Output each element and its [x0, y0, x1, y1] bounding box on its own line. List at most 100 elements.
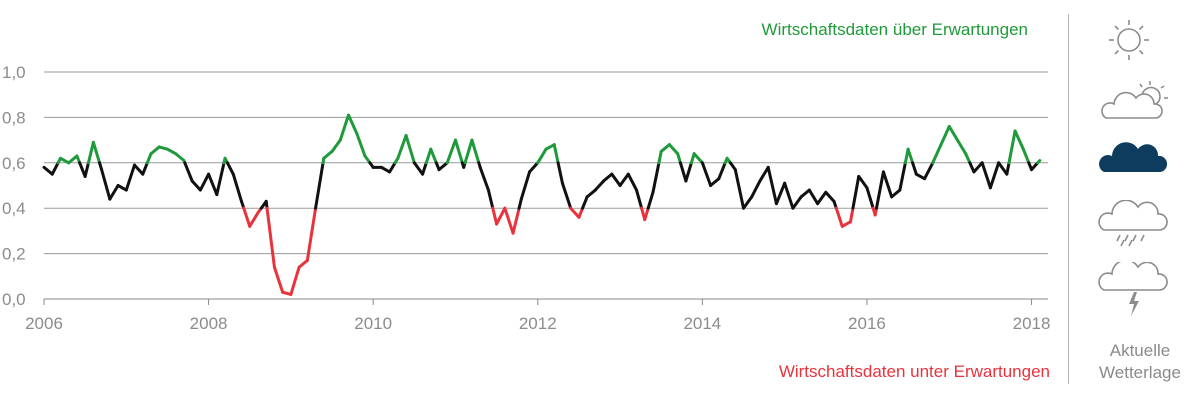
series-segment: [314, 161, 325, 210]
series-segment: [618, 172, 630, 187]
series-segment: [108, 184, 120, 201]
x-tick-label: 2006: [25, 314, 63, 333]
series-segment: [83, 161, 90, 178]
series-segment: [914, 172, 927, 181]
y-tick-label: 0,0: [2, 290, 26, 309]
series-segment: [646, 190, 655, 210]
series-segment: [700, 161, 713, 187]
series-segment: [569, 206, 581, 219]
series-segment: [659, 143, 671, 153]
series-segment: [552, 143, 560, 165]
series-segment: [911, 161, 918, 176]
series-segment: [183, 161, 194, 183]
series-segment: [198, 172, 211, 192]
series-segment: [1013, 129, 1025, 151]
series-segment: [424, 147, 433, 165]
series-segment: [91, 140, 102, 165]
series-segment: [421, 161, 428, 176]
series-segment: [939, 124, 951, 147]
series-segment: [207, 172, 219, 197]
weather-caption-line2: Wetterlage: [1099, 363, 1181, 382]
series-segment: [1005, 161, 1011, 176]
series-segment: [297, 258, 309, 269]
series-segment: [783, 181, 795, 210]
series-segment: [931, 143, 943, 165]
series-segment: [610, 172, 622, 187]
x-tick-label: 2014: [683, 314, 721, 333]
series-segment: [766, 165, 778, 206]
x-tick-label: 2010: [354, 314, 392, 333]
series-segment: [50, 161, 60, 176]
series-segment: [865, 186, 875, 210]
series-segment: [503, 206, 515, 235]
below-expectations-label: Wirtschaftsdaten unter Erwartungen: [778, 362, 1050, 381]
series-segment: [470, 138, 481, 165]
series-segment: [890, 188, 902, 199]
series-segment: [396, 134, 408, 160]
series-segment: [556, 161, 564, 185]
x-tick-label: 2016: [848, 314, 886, 333]
series-segment: [898, 161, 907, 192]
series-segment: [709, 177, 721, 187]
series-segment: [528, 161, 540, 174]
series-segment: [338, 113, 350, 142]
series-segment: [840, 220, 852, 228]
series-segment: [643, 206, 650, 222]
series-segment: [491, 206, 499, 226]
sun-icon: [1109, 20, 1149, 60]
sun-cloud-icon: [1101, 81, 1168, 119]
series-segment: [519, 170, 532, 201]
series-segment: [678, 161, 688, 183]
series-segment: [742, 195, 754, 210]
series-segment: [824, 190, 836, 203]
series-segment: [750, 179, 762, 199]
series-segment: [692, 152, 704, 165]
series-segment: [225, 161, 235, 176]
y-tick-label: 0,6: [2, 154, 26, 173]
series-segment: [684, 161, 693, 183]
series-segment: [242, 206, 252, 228]
series-segment: [881, 170, 894, 199]
series-segment: [265, 206, 276, 269]
y-tick-label: 1,0: [2, 63, 26, 82]
series-segment: [116, 184, 128, 192]
series-segment: [145, 152, 153, 165]
x-tick-label: 2008: [190, 314, 228, 333]
series-segment: [834, 206, 844, 228]
chart-area: 0,00,20,40,60,81,0 2006 2008 2010 2012 2014 2…: [2, 63, 1050, 333]
series-segment: [289, 265, 301, 296]
series-segment: [906, 147, 915, 165]
series-segment: [404, 134, 416, 165]
series-segment: [657, 149, 663, 165]
series-segment: [305, 206, 318, 262]
cloud-icon: [1099, 142, 1168, 172]
y-tick-labels: 0,0 0,2 0,4 0,6 0,8 1,0: [2, 63, 26, 309]
series-segment: [593, 179, 606, 192]
series-segment: [791, 195, 803, 210]
series-segment: [463, 138, 474, 165]
series-segment: [980, 161, 992, 190]
rain-cloud-icon: [1098, 200, 1168, 247]
series-segment: [816, 190, 828, 206]
series-segment: [626, 172, 639, 192]
series-segment: [141, 161, 149, 176]
weather-caption: Aktuelle Wetterlage: [1080, 340, 1200, 384]
series-segment: [968, 161, 976, 174]
series-segment: [964, 152, 972, 165]
x-tick-label: 2012: [519, 314, 557, 333]
series-segment: [486, 188, 495, 210]
series-segment: [165, 147, 178, 156]
series-segment: [495, 206, 507, 226]
series-segment: [355, 131, 367, 158]
series-segment: [585, 188, 597, 199]
series-segment: [997, 161, 1009, 176]
series-segment: [67, 154, 79, 165]
series-segment: [429, 147, 438, 165]
series-segment: [322, 149, 334, 160]
series-segment: [388, 161, 397, 174]
series-segment: [437, 161, 449, 172]
series-segment: [453, 138, 464, 165]
series-segment: [774, 181, 787, 206]
series-segment: [42, 165, 54, 176]
series-line: [42, 113, 1042, 296]
